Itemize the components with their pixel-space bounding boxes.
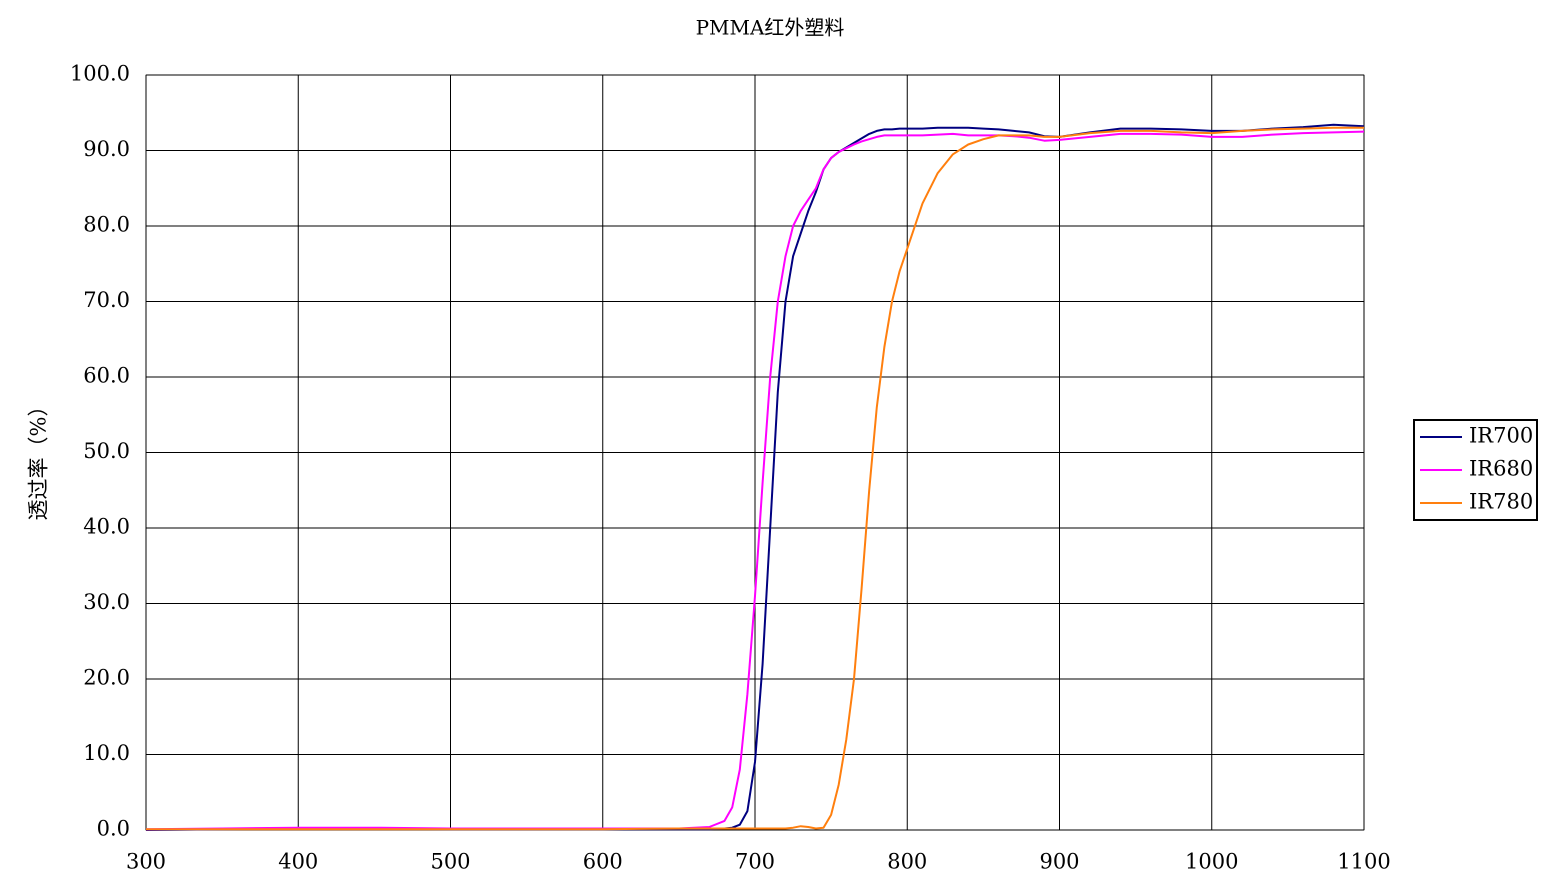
y-axis-label: 透过率（%） <box>27 396 51 521</box>
y-tick-label: 40.0 <box>83 515 130 539</box>
series-line <box>146 126 1364 831</box>
x-tick-label: 1000 <box>1185 850 1238 874</box>
x-tick-label: 500 <box>430 850 470 874</box>
x-tick-label: 700 <box>735 850 775 874</box>
x-tick-label: 400 <box>278 850 318 874</box>
y-tick-label: 20.0 <box>83 666 130 690</box>
y-tick-label: 90.0 <box>83 137 130 161</box>
series-line <box>145 130 1365 831</box>
legend-label: IR780 <box>1469 490 1533 514</box>
y-tick-label: 80.0 <box>83 213 130 237</box>
x-tick-label: 1100 <box>1337 850 1390 874</box>
chart-title: PMMA红外塑料 <box>696 16 845 40</box>
legend-label: IR680 <box>1469 457 1533 481</box>
x-tick-label: 900 <box>1039 850 1079 874</box>
x-tick-label: 300 <box>126 850 166 874</box>
x-tick-label: 600 <box>583 850 623 874</box>
y-tick-label: 60.0 <box>83 364 130 388</box>
y-tick-label: 30.0 <box>83 590 130 614</box>
y-tick-label: 0.0 <box>97 817 130 841</box>
y-tick-label: 100.0 <box>70 62 130 86</box>
x-tick-label: 800 <box>887 850 927 874</box>
legend-label: IR700 <box>1469 424 1533 448</box>
y-tick-label: 70.0 <box>83 288 130 312</box>
y-tick-label: 50.0 <box>83 439 130 463</box>
y-tick-label: 10.0 <box>83 741 130 765</box>
